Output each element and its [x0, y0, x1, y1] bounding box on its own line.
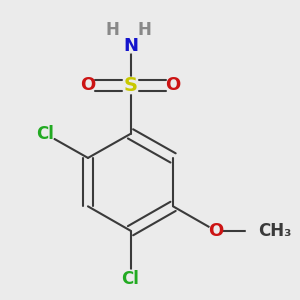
Circle shape [82, 79, 94, 92]
Circle shape [122, 77, 139, 94]
Text: H: H [138, 21, 152, 39]
Text: O: O [208, 222, 223, 240]
Circle shape [246, 219, 270, 242]
Circle shape [124, 39, 138, 53]
Circle shape [122, 270, 139, 288]
Text: Cl: Cl [37, 125, 54, 143]
Text: Cl: Cl [122, 270, 140, 288]
Text: H: H [105, 21, 119, 39]
Text: CH₃: CH₃ [258, 222, 292, 240]
Text: O: O [165, 76, 181, 94]
Text: N: N [123, 37, 138, 55]
Text: O: O [80, 76, 96, 94]
Circle shape [167, 79, 179, 92]
Circle shape [37, 125, 54, 143]
Circle shape [209, 224, 222, 237]
Text: S: S [124, 76, 137, 95]
